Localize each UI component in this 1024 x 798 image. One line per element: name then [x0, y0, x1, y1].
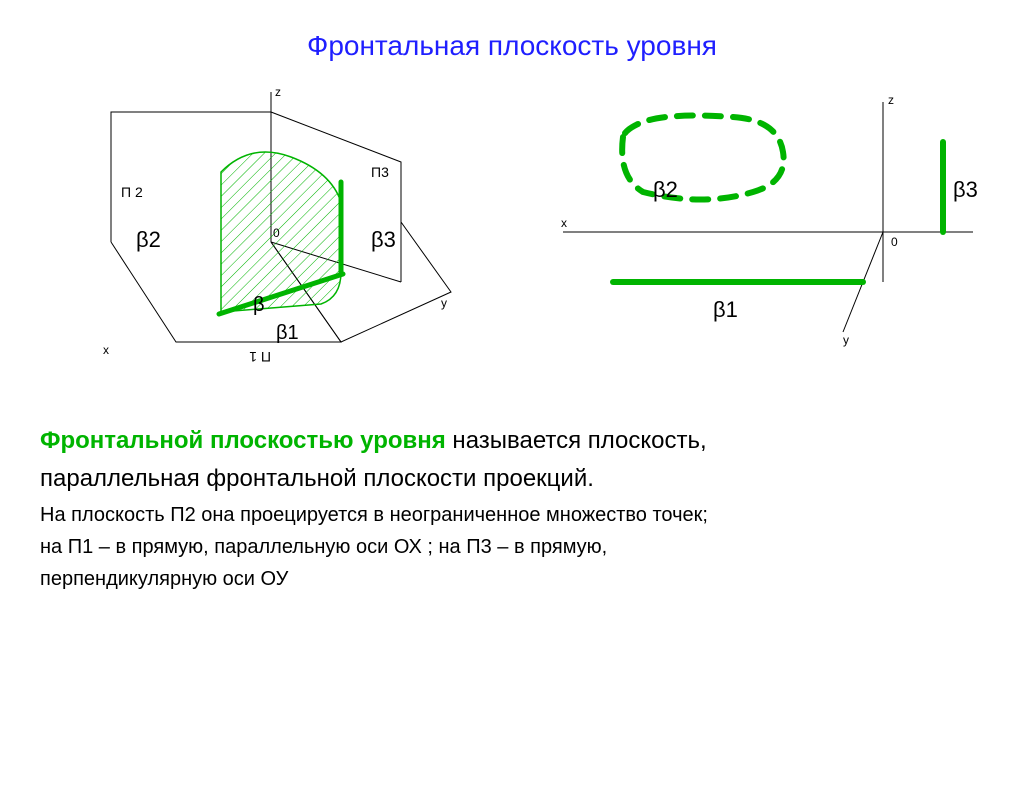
axis-x-label: x	[103, 343, 109, 357]
pi3-label: П3	[371, 164, 389, 180]
axis-z-2d: z	[888, 93, 894, 107]
beta2-label: β2	[136, 227, 161, 253]
diagram-row: z x y 0 П 2 П3 П 1 β2 β3 β1 β z	[0, 82, 1024, 392]
definition-rest: называется плоскость,	[446, 427, 707, 454]
pi1-label: П 1	[249, 349, 271, 365]
definition-line2: параллельная фронтальной плоскости проек…	[40, 460, 984, 498]
definition-line1: Фронтальной плоскостью уровня называется…	[40, 422, 984, 460]
axis-z-label: z	[275, 85, 281, 99]
axis-x-2d: x	[561, 216, 567, 230]
beta2-2d-label: β2	[653, 177, 678, 203]
trace-beta2-2d	[622, 116, 783, 200]
axis-y-2d: y	[843, 333, 849, 347]
diagram-3d: z x y 0 П 2 П3 П 1 β2 β3 β1 β	[41, 82, 461, 392]
definition-term: Фронтальной плоскостью уровня	[40, 427, 446, 454]
definition-block: Фронтальной плоскостью уровня называется…	[40, 422, 984, 595]
page-title: Фронтальная плоскость уровня	[0, 30, 1024, 62]
beta3-2d-label: β3	[953, 177, 978, 203]
beta3-label: β3	[371, 227, 396, 253]
detail-line2: на П1 – в прямую, параллельную оси ОХ ; …	[40, 531, 984, 563]
origin-label: 0	[273, 226, 280, 240]
beta-label: β	[253, 294, 265, 317]
diagram-2d: z x y 0 β2 β3 β1	[543, 82, 983, 392]
origin-2d: 0	[891, 235, 898, 249]
detail-line1: На плоскость П2 она проецируется в неогр…	[40, 499, 984, 531]
plane-beta	[221, 152, 341, 312]
beta1-2d-label: β1	[713, 297, 738, 323]
title-text: Фронтальная плоскость уровня	[307, 30, 717, 61]
pi2-label: П 2	[121, 184, 143, 200]
axis-y-label: y	[441, 296, 447, 310]
detail-line3: перпендикулярную оси ОУ	[40, 563, 984, 595]
beta1-label: β1	[276, 322, 299, 345]
